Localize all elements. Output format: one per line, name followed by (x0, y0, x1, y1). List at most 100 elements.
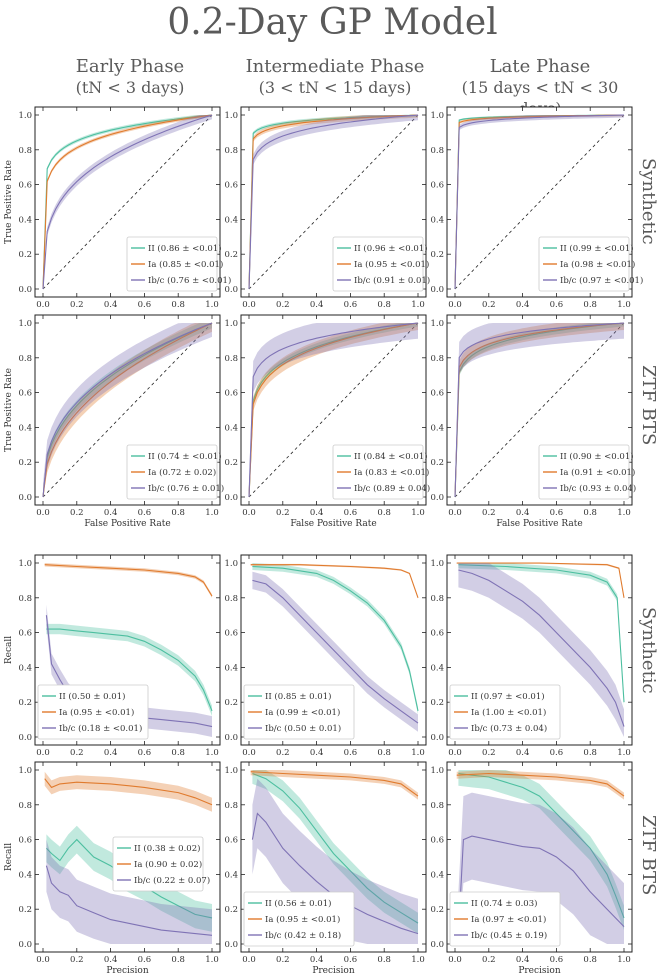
legend-entry-Ibc: Ib/c (0.22 ± 0.07) (134, 875, 210, 886)
x-tick-label: 0.6 (550, 508, 564, 518)
chance-diagonal (248, 322, 419, 498)
y-tick-label: 0.8 (224, 354, 238, 364)
series-line-Ibc (45, 865, 213, 936)
x-tick-label: 0.6 (550, 300, 564, 310)
x-tick-label: 0.2 (70, 300, 84, 310)
y-tick-label: 0.2 (18, 250, 32, 260)
y-tick-label: 0.8 (18, 146, 32, 156)
y-tick-label: 1.0 (430, 766, 444, 776)
legend-entry-Ia: Ia (0.97 ± <0.01) (471, 914, 546, 925)
legend-entry-Ibc: Ib/c (0.42 ± 0.18) (265, 930, 341, 941)
y-tick-label: 0.8 (18, 594, 32, 604)
y-tick-label: 0.4 (224, 215, 238, 225)
x-tick-label: 0.4 (104, 748, 118, 758)
y-tick-label: 1.0 (224, 559, 238, 569)
legend-entry-II: II (0.90 ± <0.01) (560, 451, 634, 462)
roc-ztf-intermediate: 0.0 0.0 0.2 0.2 0.4 0.4 0.6 0.6 0.8 0.8 1.0 1.0 II (… (224, 314, 430, 529)
y-tick-label: 0.0 (430, 733, 444, 743)
y-tick-label: 0.2 (224, 905, 238, 915)
y-tick-label: 0.2 (430, 458, 444, 468)
roc-ztf-early: 0.0 0.0 0.2 0.2 0.4 0.4 0.6 0.6 0.8 0.8 1.0 1.0 II (… (4, 314, 224, 529)
y-tick-label: 0.8 (430, 801, 444, 811)
series-band-Ibc (252, 778, 418, 944)
series-line-Ia (248, 322, 419, 498)
series-line-Ibc (248, 322, 419, 498)
series-band-Ibc (46, 839, 213, 944)
legend-entry-Ia: Ia (0.95 ± <0.01) (265, 914, 340, 925)
legend-entry-Ibc: Ib/c (0.93 ± 0.04) (560, 483, 636, 494)
x-tick-label: 0.4 (104, 508, 118, 518)
column-name: Intermediate Phase (245, 56, 425, 77)
y-tick-label: 0.4 (18, 870, 32, 880)
legend-box (449, 891, 561, 947)
x-tick-label: 0.2 (70, 508, 84, 518)
x-tick-label: 0.2 (482, 300, 496, 310)
y-axis-label: True Positive Rate (4, 368, 14, 452)
y-tick-label: 0.2 (224, 458, 238, 468)
y-tick-label: 0.0 (224, 285, 238, 295)
chance-diagonal (42, 114, 213, 290)
y-tick-label: 0.4 (224, 663, 238, 673)
x-tick-label: 0.6 (550, 748, 564, 758)
series-band-Ibc (458, 792, 624, 944)
y-tick-label: 0.0 (224, 493, 238, 503)
series-line-Ia (42, 114, 213, 290)
series-line-Ia (248, 114, 419, 290)
y-tick-label: 1.0 (18, 766, 32, 776)
pr-ztf-late: 0.0 0.0 0.2 0.2 0.4 0.4 0.6 0.6 0.8 0.8 1.0 1.0 II (… (430, 761, 633, 976)
legend-entry-Ia: Ia (0.90 ± 0.02) (134, 859, 202, 870)
y-tick-label: 0.0 (430, 285, 444, 295)
x-tick-label: 1.0 (411, 955, 425, 965)
x-tick-label: 0.6 (344, 300, 358, 310)
x-tick-label: 1.0 (411, 508, 425, 518)
legend-entry-II: II (0.50 ± 0.01) (59, 691, 125, 702)
series-band-Ia (250, 770, 418, 800)
legend-box (243, 684, 355, 740)
legend-entry-II: II (0.97 ± <0.01) (471, 691, 545, 702)
y-tick-label: 0.2 (430, 905, 444, 915)
series-line-Ia (456, 562, 625, 598)
y-tick-label: 1.0 (430, 319, 444, 329)
column-title-early: Early Phase (tN < 3 days) (40, 56, 220, 98)
roc-synthetic-early: 0.0 0.0 0.2 0.2 0.4 0.4 0.6 0.6 0.8 0.8 1.0 1.0 II (… (4, 106, 231, 310)
series-band-Ibc (249, 323, 418, 497)
legend-entry-II: II (0.96 ± <0.01) (354, 243, 428, 254)
legend-entry-Ibc: Ib/c (0.45 ± 0.19) (471, 930, 547, 941)
x-tick-label: 0.4 (310, 955, 324, 965)
x-tick-label: 0.8 (377, 300, 391, 310)
legend-entry-II: II (0.99 ± <0.01) (560, 243, 634, 254)
series-band-II (252, 770, 418, 934)
y-tick-label: 1.0 (224, 319, 238, 329)
series-line-Ia (44, 564, 213, 597)
y-tick-label: 0.6 (430, 836, 444, 846)
roc-synthetic-late: 0.0 0.0 0.2 0.2 0.4 0.4 0.6 0.6 0.8 0.8 1.0 1.0 II (… (430, 106, 643, 310)
x-axis-label: False Positive Rate (84, 519, 170, 529)
legend-entry-Ibc: Ib/c (0.76 ± <0.01) (148, 275, 231, 286)
x-tick-label: 0.2 (482, 955, 496, 965)
x-tick-label: 0.6 (138, 508, 152, 518)
x-tick-label: 0.8 (377, 748, 391, 758)
legend-box (538, 444, 630, 500)
x-tick-label: 0.8 (171, 508, 185, 518)
y-tick-label: 0.6 (18, 389, 32, 399)
x-tick-label: 0.0 (242, 748, 256, 758)
x-tick-label: 0.8 (583, 300, 597, 310)
series-band-Ibc (43, 323, 212, 497)
x-tick-label: 0.6 (138, 955, 152, 965)
x-tick-label: 0.6 (138, 748, 152, 758)
y-tick-label: 0.4 (430, 423, 444, 433)
x-tick-label: 0.0 (36, 300, 50, 310)
legend-entry-Ia: Ia (1.00 ± <0.01) (471, 707, 546, 718)
y-tick-label: 0.8 (18, 354, 32, 364)
legend-entry-Ibc: Ib/c (0.97 ± <0.01) (560, 275, 643, 286)
y-tick-label: 0.2 (18, 698, 32, 708)
series-line-II (46, 628, 213, 712)
legend-box (332, 444, 424, 500)
legend-entry-Ia: Ia (0.95 ± <0.01) (354, 259, 429, 270)
series-line-II (42, 114, 213, 290)
y-axis-label: Recall (4, 636, 14, 664)
x-tick-label: 1.0 (205, 300, 219, 310)
series-band-Ia (44, 563, 213, 598)
y-tick-label: 0.0 (18, 285, 32, 295)
x-tick-label: 0.8 (171, 955, 185, 965)
